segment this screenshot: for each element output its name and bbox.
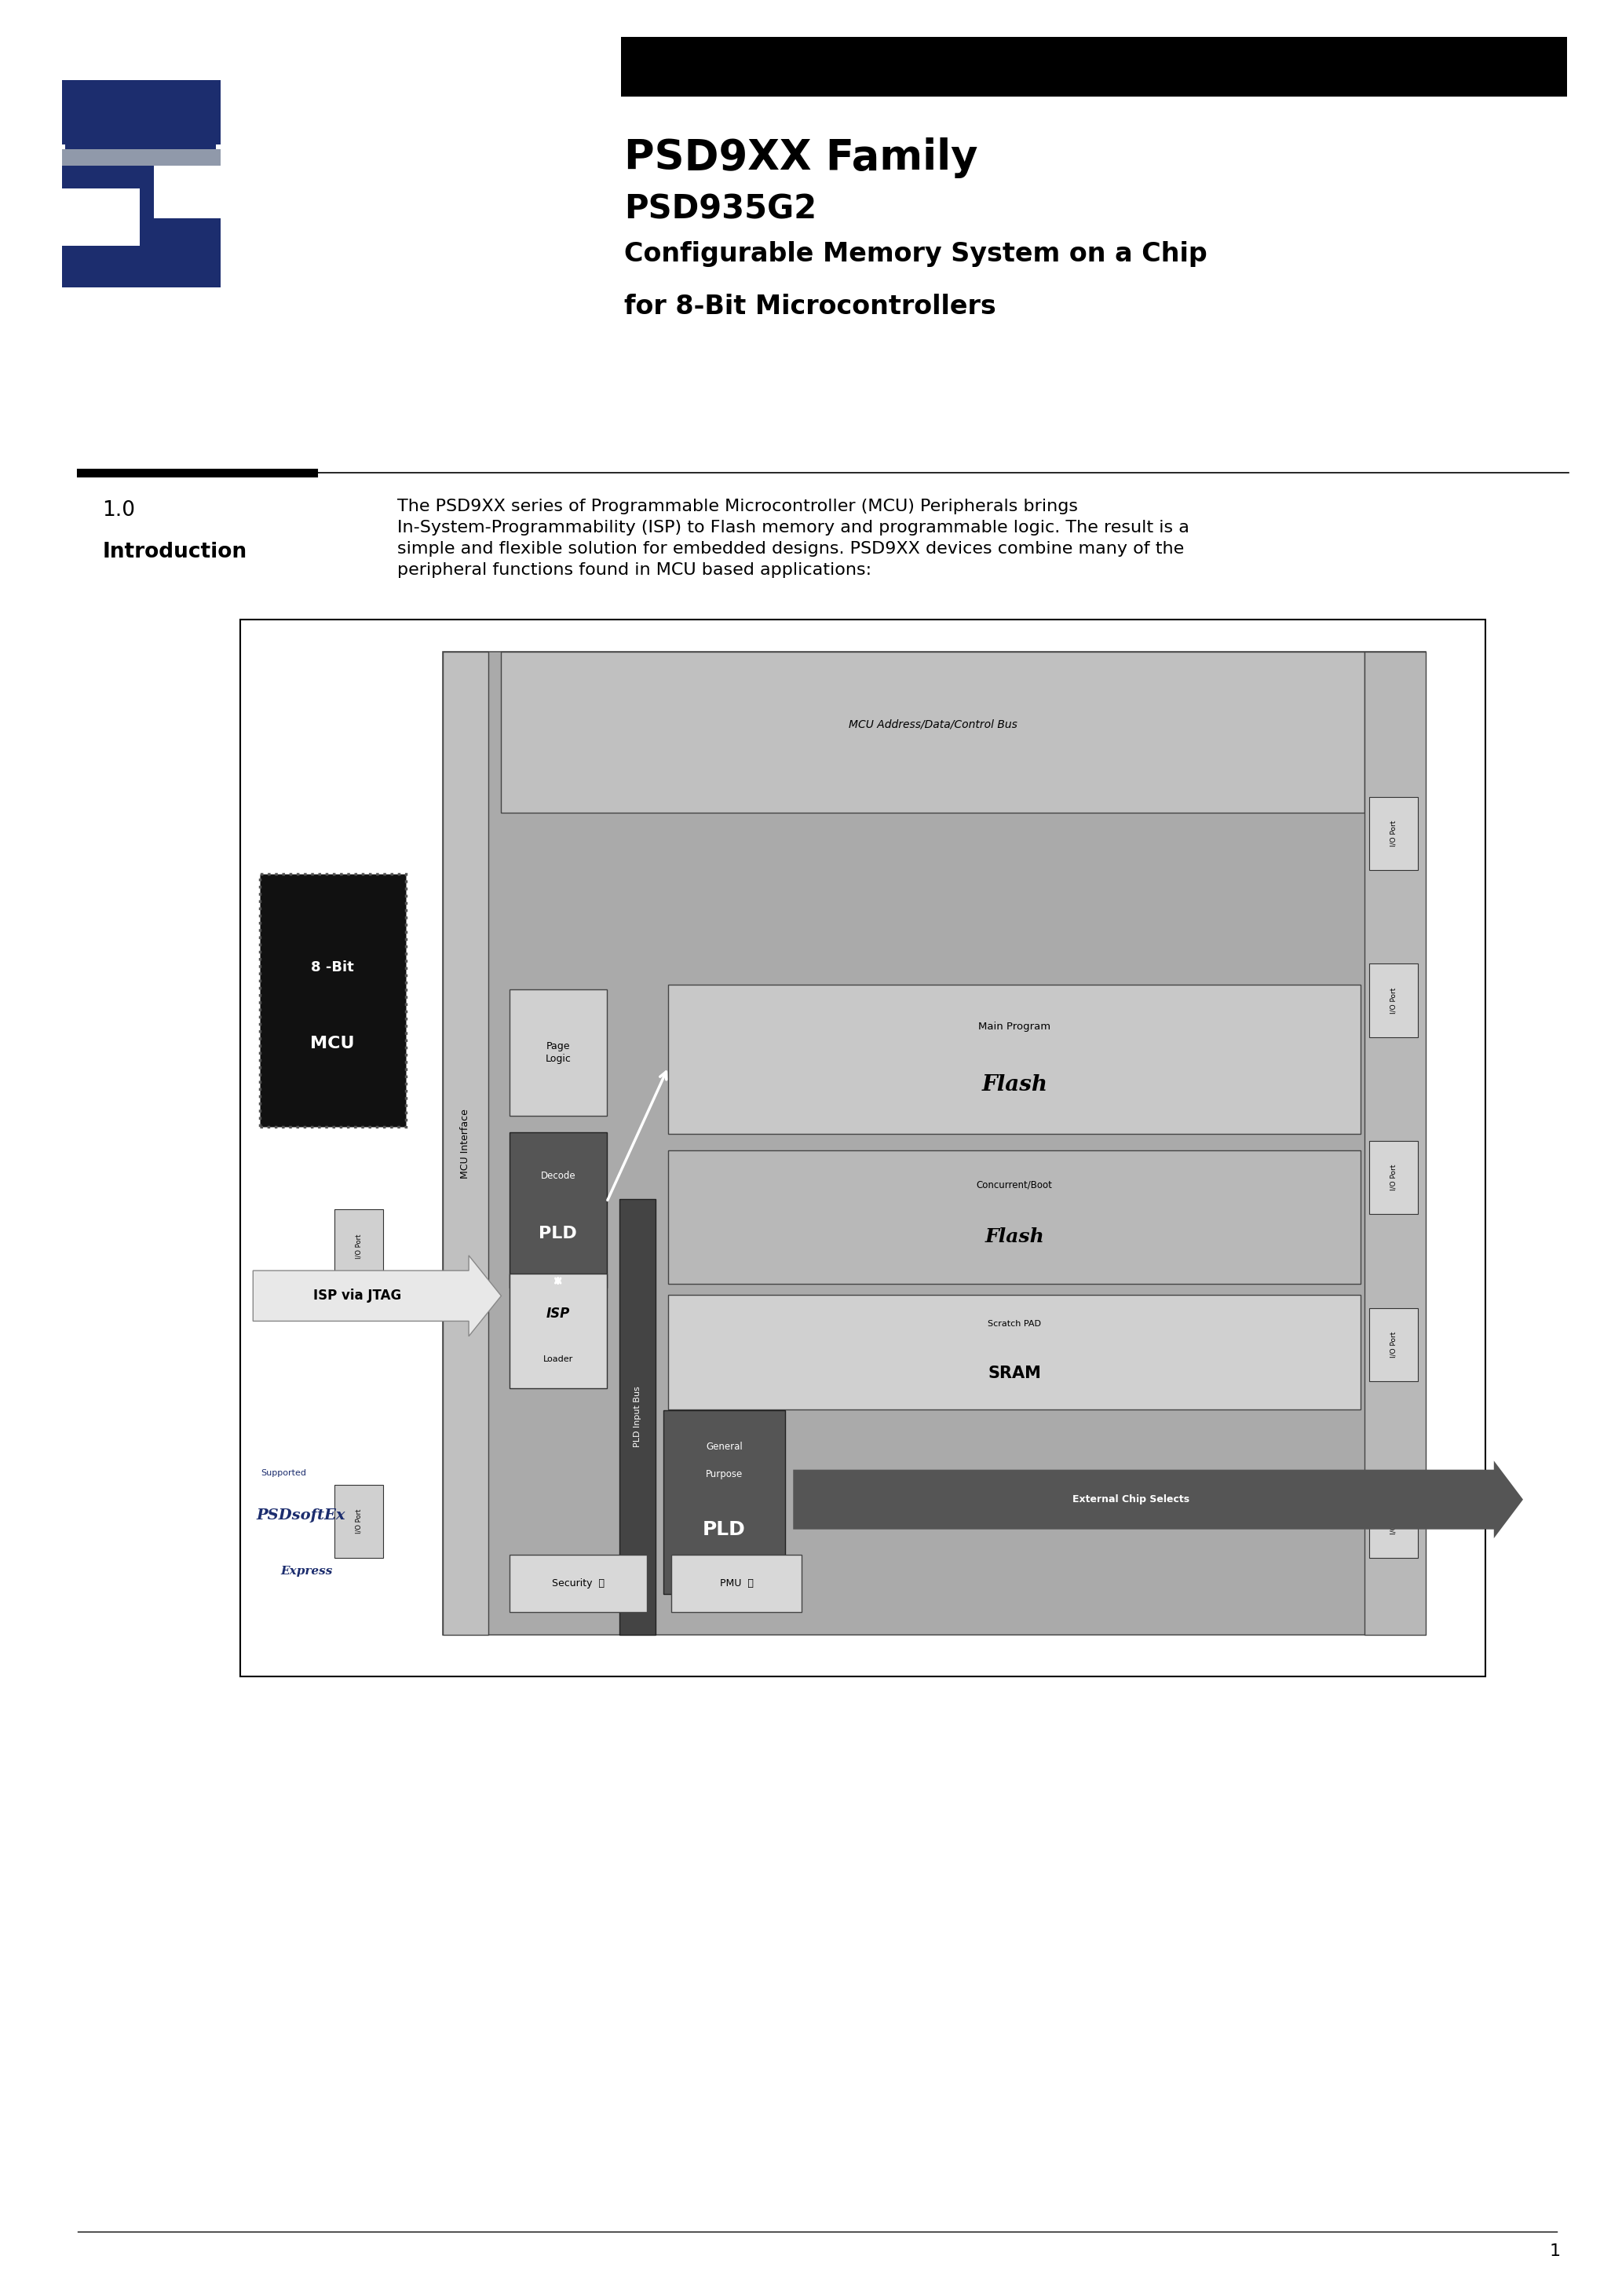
Bar	[62, 80, 221, 145]
Polygon shape	[65, 168, 216, 200]
Bar	[501, 652, 1364, 813]
Text: I/O Port: I/O Port	[1390, 1332, 1397, 1357]
Bar	[1369, 797, 1418, 870]
Bar	[1369, 1309, 1418, 1382]
Text: MCU Address/Data/Control Bus: MCU Address/Data/Control Bus	[848, 719, 1017, 730]
Text: PLD: PLD	[539, 1226, 577, 1242]
Text: The PSD9XX series of Programmable Microcontroller (MCU) Peripherals brings
In-Sy: The PSD9XX series of Programmable Microc…	[397, 498, 1189, 579]
Text: External Chip Selects: External Chip Selects	[1072, 1495, 1191, 1504]
Text: PLD Input Bus: PLD Input Bus	[634, 1387, 641, 1446]
Bar	[620, 1199, 655, 1635]
Text: ISP via JTAG: ISP via JTAG	[313, 1288, 401, 1302]
Text: Decode: Decode	[540, 1171, 576, 1180]
Bar	[240, 620, 1486, 1676]
Bar	[443, 652, 1426, 1635]
Bar	[509, 990, 607, 1116]
Text: 1.0: 1.0	[102, 501, 135, 521]
Bar	[65, 248, 216, 280]
Text: Page
Logic: Page Logic	[545, 1042, 571, 1063]
Text: I/O Port: I/O Port	[1390, 987, 1397, 1015]
Text: I/O Port: I/O Port	[1390, 1164, 1397, 1192]
Text: Express: Express	[281, 1566, 333, 1577]
Bar	[443, 652, 488, 1635]
Text: SRAM: SRAM	[988, 1366, 1041, 1380]
Bar	[65, 193, 154, 257]
Bar	[260, 875, 406, 1127]
Text: Purpose: Purpose	[706, 1469, 743, 1479]
Text: PLD: PLD	[702, 1520, 746, 1538]
Text: 1: 1	[1549, 2243, 1560, 2259]
Text: I/O Port: I/O Port	[355, 1233, 362, 1258]
Text: for 8-Bit Microcontrollers: for 8-Bit Microcontrollers	[624, 294, 996, 319]
Bar	[621, 37, 1567, 96]
Bar	[167, 193, 216, 257]
Bar	[668, 985, 1361, 1134]
Bar	[334, 914, 383, 987]
Text: Supported: Supported	[261, 1469, 307, 1476]
Text: I/O Port: I/O Port	[355, 939, 362, 964]
Bar	[668, 1150, 1361, 1283]
Text: Main Program: Main Program	[978, 1022, 1051, 1031]
Text: PSD9XX Family: PSD9XX Family	[624, 138, 978, 179]
Text: ISP: ISP	[547, 1306, 569, 1320]
Text: Flash: Flash	[985, 1228, 1045, 1247]
Text: Security  🔒: Security 🔒	[551, 1577, 605, 1589]
Text: Introduction: Introduction	[102, 542, 247, 563]
Bar	[663, 1410, 785, 1593]
Text: PMU  📦: PMU 📦	[720, 1577, 753, 1589]
Text: • Programmable power management.: • Programmable power management.	[427, 891, 759, 907]
Polygon shape	[62, 149, 221, 165]
Bar	[1369, 964, 1418, 1038]
Bar	[334, 1210, 383, 1283]
Bar	[154, 149, 221, 218]
Bar	[1369, 1141, 1418, 1215]
Bar	[65, 193, 154, 257]
Text: 8 -Bit: 8 -Bit	[311, 960, 354, 976]
Text: • Reconfigurable I/O ports: • Reconfigurable I/O ports	[427, 845, 655, 861]
Text: Concurrent/Boot: Concurrent/Boot	[976, 1180, 1053, 1189]
Text: • A secondary Flash memory for boot or data: • A secondary Flash memory for boot or d…	[427, 707, 824, 723]
Text: MCU: MCU	[310, 1035, 355, 1052]
Text: PSD935G2: PSD935G2	[624, 193, 817, 225]
Bar	[62, 188, 139, 246]
Bar	[509, 1554, 647, 1612]
Text: Configurable Memory System on a Chip: Configurable Memory System on a Chip	[624, 241, 1208, 266]
Bar	[509, 1132, 607, 1288]
Text: Scratch PAD: Scratch PAD	[988, 1320, 1041, 1327]
Text: General: General	[706, 1442, 743, 1451]
Text: Loader: Loader	[543, 1355, 573, 1364]
Bar	[1364, 652, 1426, 1635]
Bar	[62, 149, 221, 287]
Text: MCU Interface: MCU Interface	[461, 1109, 470, 1178]
Text: • 4 Mbit of Flash memory: • 4 Mbit of Flash memory	[427, 661, 649, 677]
Text: • Over 3,000 gates of Flash programmable logic: • Over 3,000 gates of Flash programmable…	[427, 753, 850, 769]
Text: I/O Port: I/O Port	[1390, 1508, 1397, 1534]
Text: • 64 Kbit SRAM: • 64 Kbit SRAM	[427, 799, 560, 815]
Text: I/O Port: I/O Port	[355, 1508, 362, 1534]
Bar	[334, 1486, 383, 1559]
FancyArrow shape	[253, 1256, 501, 1336]
Text: I/O Port: I/O Port	[1390, 820, 1397, 847]
Bar	[509, 1274, 607, 1389]
Text: PSDsoftEx: PSDsoftEx	[256, 1508, 345, 1522]
Bar	[668, 1295, 1361, 1410]
Bar	[65, 83, 216, 152]
FancyArrow shape	[793, 1460, 1523, 1538]
Bar	[1369, 1486, 1418, 1559]
Bar	[672, 1554, 801, 1612]
Text: Flash: Flash	[981, 1075, 1048, 1095]
